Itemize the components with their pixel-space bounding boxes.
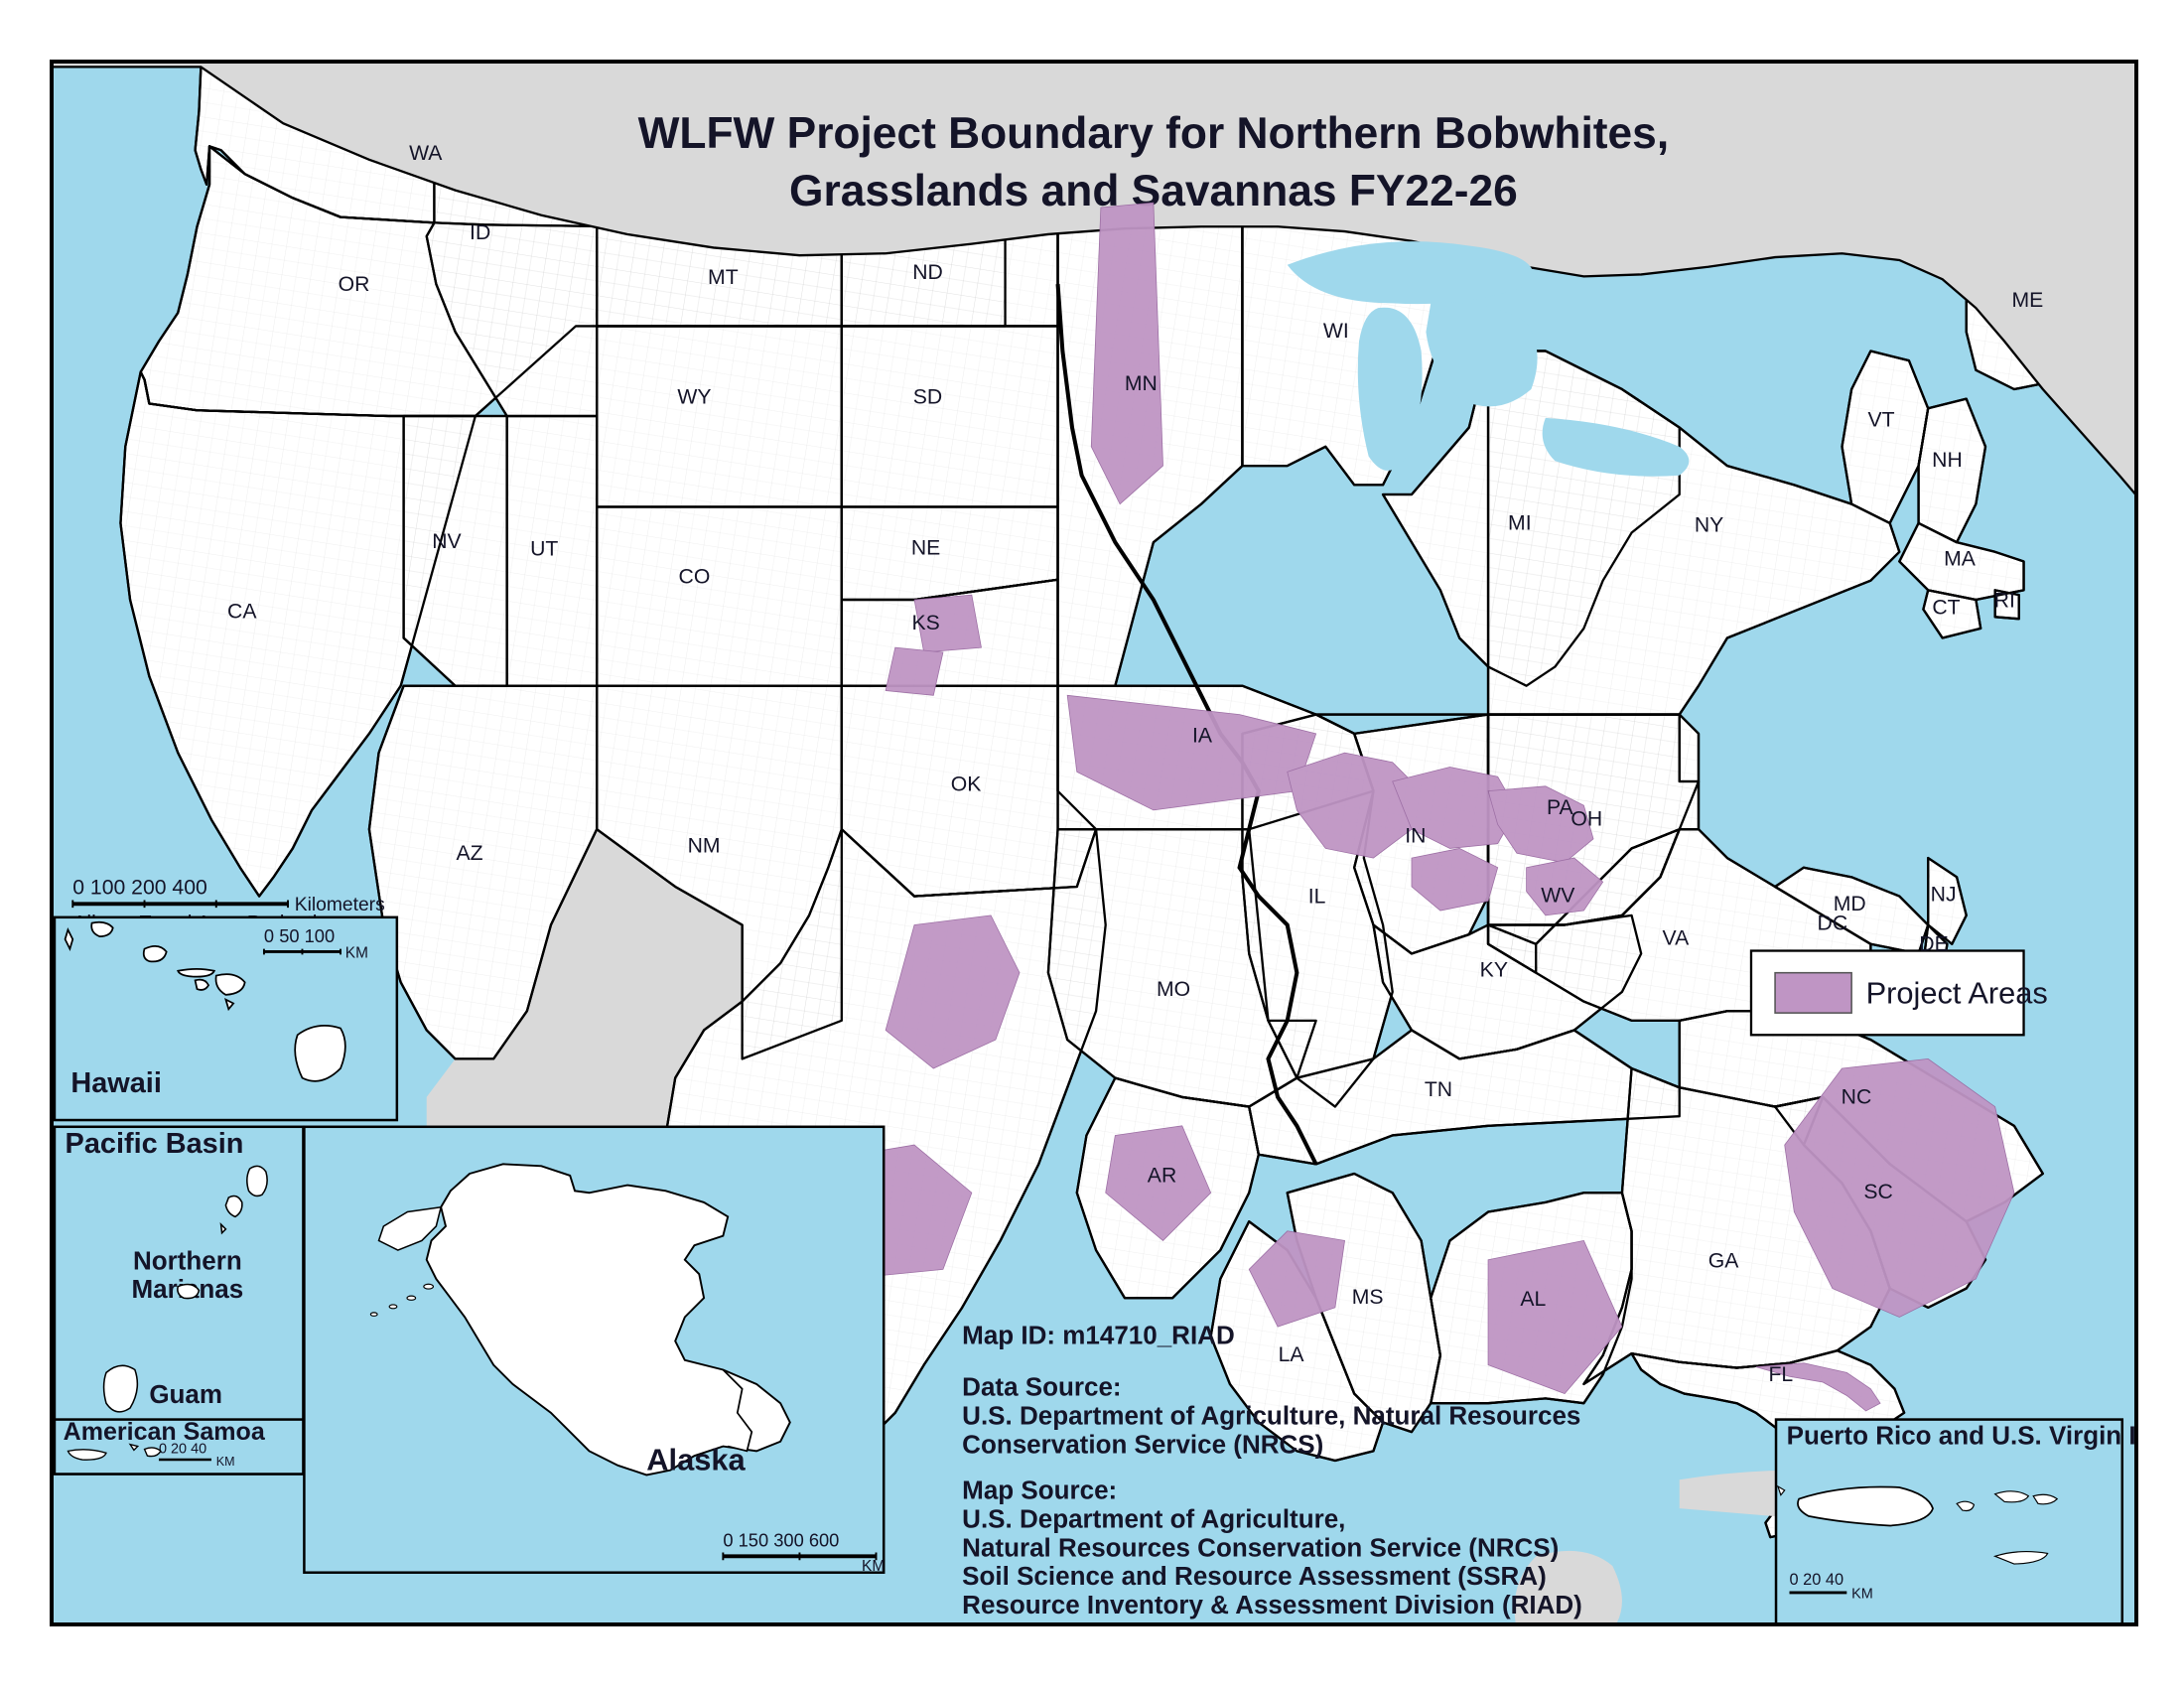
svg-text:CT: CT (1932, 596, 1960, 619)
svg-text:KM: KM (862, 1558, 885, 1575)
svg-text:LA: LA (1279, 1343, 1305, 1366)
svg-text:IA: IA (1192, 725, 1213, 748)
svg-text:MA: MA (1944, 547, 1977, 570)
svg-text:WI: WI (1323, 320, 1349, 343)
svg-text:ME: ME (2012, 289, 2044, 312)
svg-text:NE: NE (911, 537, 940, 560)
svg-text:Puerto Rico and U.S. Virgin Is: Puerto Rico and U.S. Virgin Islands (1787, 1421, 2138, 1451)
svg-text:SD: SD (913, 385, 942, 408)
svg-text:WV: WV (1541, 884, 1575, 907)
svg-text:NH: NH (1932, 449, 1963, 472)
svg-text:AZ: AZ (457, 842, 483, 865)
svg-text:VA: VA (1663, 927, 1691, 950)
svg-text:CO: CO (679, 566, 711, 589)
svg-text:TN: TN (1425, 1078, 1452, 1101)
svg-text:PA: PA (1547, 796, 1574, 819)
svg-text:Northern: Northern (133, 1245, 242, 1275)
svg-text:NY: NY (1695, 514, 1723, 537)
svg-text:Resource Inventory & Assessmen: Resource Inventory & Assessment Division… (962, 1590, 1582, 1619)
svg-text:NM: NM (688, 834, 721, 857)
svg-text:OH: OH (1570, 807, 1602, 830)
svg-text:U.S. Department of Agriculture: U.S. Department of Agriculture, (962, 1503, 1345, 1533)
svg-text:Conservation Service (NRCS): Conservation Service (NRCS) (962, 1429, 1323, 1459)
svg-text:FL: FL (1768, 1363, 1793, 1386)
svg-text:KM: KM (216, 1455, 235, 1469)
svg-text:IN: IN (1405, 825, 1426, 848)
svg-text:0 50 100: 0 50 100 (264, 925, 335, 946)
svg-text:DE: DE (1919, 933, 1948, 956)
svg-text:0 150 300 600: 0 150 300 600 (723, 1530, 839, 1551)
svg-text:Alaska: Alaska (646, 1443, 746, 1477)
svg-text:KS: KS (911, 612, 939, 634)
svg-text:0 20 40: 0 20 40 (159, 1441, 206, 1457)
svg-text:U.S. Department of Agriculture: U.S. Department of Agriculture, Natural … (962, 1400, 1580, 1430)
svg-text:MT: MT (708, 266, 739, 289)
svg-text:MI: MI (1508, 512, 1532, 535)
svg-text:UT: UT (530, 538, 558, 561)
svg-text:Pacific Basin: Pacific Basin (66, 1128, 244, 1160)
svg-text:KM: KM (345, 944, 368, 961)
svg-text:CA: CA (227, 600, 257, 623)
svg-text:RI: RI (1994, 590, 2015, 613)
svg-text:OK: OK (951, 774, 982, 796)
svg-text:Beltsville, MD July 2021: Beltsville, MD July 2021 (962, 1618, 1253, 1626)
svg-text:Map Source:: Map Source: (962, 1476, 1117, 1505)
svg-text:ND: ND (912, 261, 943, 284)
svg-text:WA: WA (409, 142, 443, 165)
svg-text:Natural Resources Conservation: Natural Resources Conservation Service (… (962, 1532, 1559, 1562)
svg-text:SC: SC (1863, 1181, 1892, 1203)
svg-text:AR: AR (1148, 1165, 1176, 1188)
svg-text:KM: KM (1851, 1587, 1873, 1603)
svg-text:DC: DC (1818, 912, 1848, 934)
svg-text:0 20 40: 0 20 40 (1790, 1571, 1844, 1589)
svg-text:NV: NV (432, 530, 462, 553)
svg-text:GA: GA (1708, 1249, 1739, 1272)
svg-text:Project Areas: Project Areas (1866, 976, 2048, 1011)
svg-text:WY: WY (677, 385, 711, 408)
svg-text:KY: KY (1480, 959, 1508, 982)
svg-text:OR: OR (339, 273, 370, 296)
svg-text:WLFW Project Boundary for Nort: WLFW Project Boundary for Northern Bobwh… (638, 109, 1670, 158)
svg-text:NC: NC (1842, 1086, 1872, 1109)
svg-text:0 100 200: 0 100 200 400 (72, 877, 207, 900)
svg-text:AL: AL (1520, 1288, 1546, 1311)
svg-text:MN: MN (1125, 372, 1158, 395)
svg-text:Map ID: m14710_RIAD: Map ID: m14710_RIAD (962, 1320, 1235, 1349)
svg-text:MS: MS (1352, 1286, 1384, 1309)
svg-text:NJ: NJ (1931, 883, 1957, 906)
svg-text:ID: ID (470, 221, 490, 244)
svg-text:Data Source:: Data Source: (962, 1371, 1121, 1401)
svg-text:IL: IL (1308, 885, 1326, 908)
svg-text:Guam: Guam (149, 1379, 222, 1409)
svg-text:VT: VT (1867, 409, 1894, 432)
svg-text:Hawaii: Hawaii (70, 1067, 162, 1099)
svg-text:MO: MO (1157, 978, 1190, 1001)
svg-text:Soil Science and Resource Asse: Soil Science and Resource Assessment (SS… (962, 1561, 1547, 1591)
